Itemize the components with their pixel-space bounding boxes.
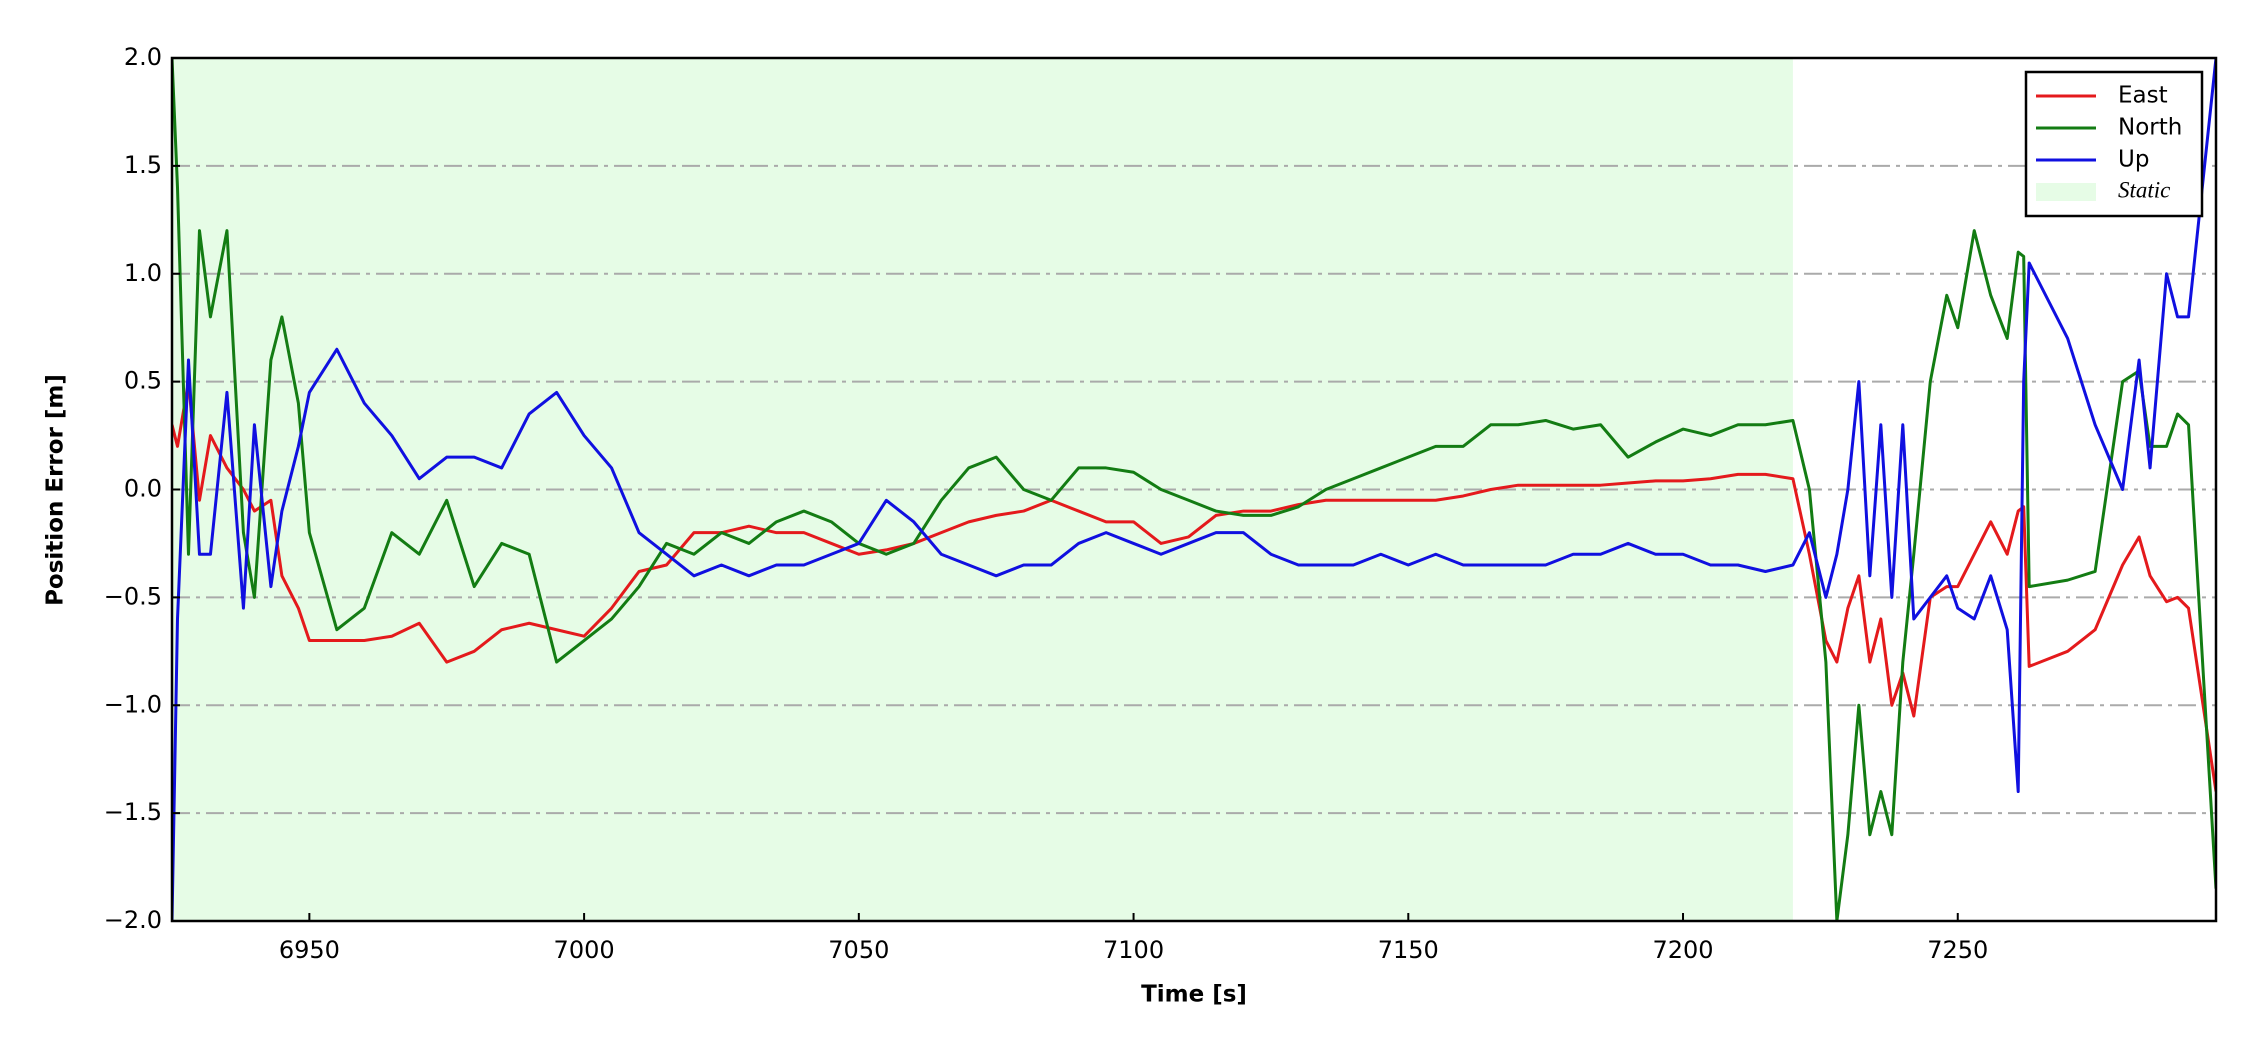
y-axis-label: Position Error [m] [43, 374, 69, 606]
x-axis-label: Time [s] [1141, 982, 1247, 1008]
x-tick-label: 7200 [1652, 936, 1713, 964]
x-tick-label: 6950 [279, 936, 340, 964]
legend: East North Up Static [2024, 70, 2204, 218]
y-tick-label: 1.5 [124, 151, 162, 179]
x-tick-label: 7050 [828, 936, 889, 964]
series-line [172, 58, 2216, 921]
y-tick-label: 0.0 [124, 475, 162, 503]
x-tick-label: 7100 [1103, 936, 1164, 964]
series-line [172, 380, 2216, 792]
series-line [172, 58, 2216, 921]
y-tick-label: −1.5 [104, 798, 162, 826]
x-tick-label: 7250 [1927, 936, 1988, 964]
legend-label: Up [2118, 147, 2149, 173]
x-tick-label: 7150 [1378, 936, 1439, 964]
plot-frame [170, 56, 2218, 923]
y-tick-label: 2.0 [124, 43, 162, 71]
legend-label: Static [2118, 177, 2170, 202]
legend-label: East [2118, 83, 2168, 109]
y-tick-label: −0.5 [104, 582, 162, 610]
y-tick-label: 1.0 [124, 259, 162, 287]
legend-swatch [2036, 183, 2096, 201]
plot-area [172, 58, 2216, 921]
y-tick-label: −1.0 [104, 690, 162, 718]
y-tick-label: −2.0 [104, 906, 162, 934]
y-tick-label: 0.5 [124, 367, 162, 395]
x-tick-label: 7000 [554, 936, 615, 964]
legend-label: North [2118, 115, 2182, 141]
